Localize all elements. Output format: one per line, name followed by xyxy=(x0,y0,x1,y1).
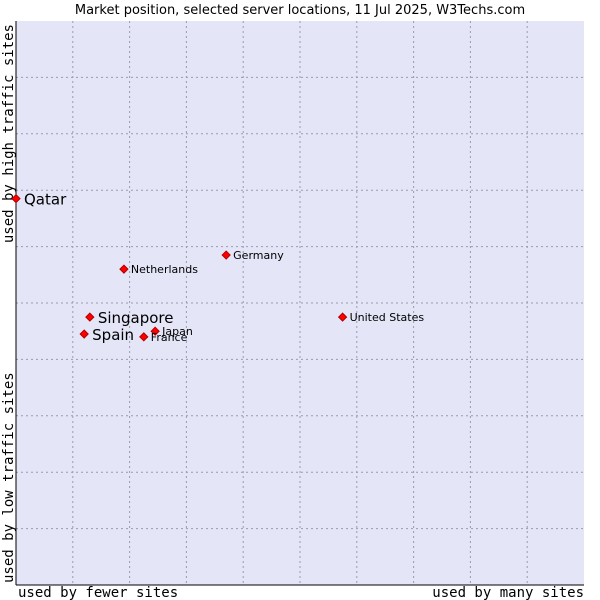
data-points: Qatar Germany Netherlands United States Sing… xyxy=(11,191,425,344)
point-spain: Spain xyxy=(79,326,134,344)
point-france: France xyxy=(139,331,188,344)
point-qatar: Qatar xyxy=(11,191,67,209)
point-marker-japan xyxy=(150,326,160,336)
point-label-japan: Japan xyxy=(161,325,193,338)
point-netherlands: Netherlands xyxy=(119,263,198,276)
point-marker-france xyxy=(139,332,149,342)
x-axis-label-right: used by many sites xyxy=(432,585,584,600)
y-axis-label-bottom: used by low traffic sites xyxy=(1,372,17,583)
point-label-singapore: Singapore xyxy=(98,309,174,327)
x-axis-label-left: used by fewer sites xyxy=(18,585,178,600)
point-marker-germany xyxy=(221,250,231,260)
point-label-spain: Spain xyxy=(92,326,134,344)
chart-title: Market position, selected server locatio… xyxy=(75,3,525,18)
point-marker-spain xyxy=(79,329,89,339)
point-germany: Germany xyxy=(221,249,284,262)
point-marker-qatar xyxy=(11,193,21,204)
point-marker-united-states xyxy=(337,312,348,322)
y-axis-label-top: used by high traffic sites xyxy=(1,24,17,243)
point-label-united-states: United States xyxy=(350,311,425,324)
point-japan: Japan xyxy=(150,325,193,338)
point-label-netherlands: Netherlands xyxy=(131,263,198,276)
point-label-germany: Germany xyxy=(233,249,284,262)
point-label-qatar: Qatar xyxy=(24,191,67,209)
point-marker-singapore xyxy=(85,312,95,322)
point-singapore: Singapore xyxy=(85,309,174,327)
point-label-france: France xyxy=(151,331,188,344)
point-united-states: United States xyxy=(337,311,425,324)
grid-lines xyxy=(16,21,584,585)
point-marker-netherlands xyxy=(119,264,129,274)
